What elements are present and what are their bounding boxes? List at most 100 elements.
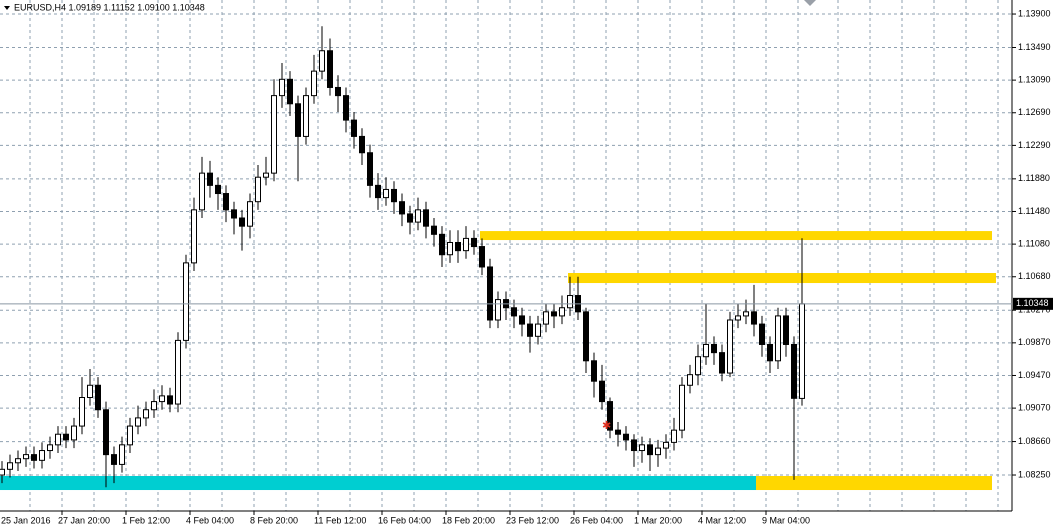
- x-tick-label: 18 Feb 20:00: [442, 515, 495, 525]
- candle-body: [359, 135, 365, 154]
- candle-body: [711, 343, 717, 354]
- candle-body: [703, 343, 709, 358]
- candle-body: [535, 323, 541, 337]
- candle-body: [207, 172, 213, 186]
- arrow-marker: ✱: [602, 420, 611, 432]
- candle-body: [487, 266, 493, 321]
- candle-body: [663, 441, 669, 449]
- candle-body: [543, 311, 549, 325]
- candle-body: [623, 433, 629, 441]
- candle-body: [15, 458, 21, 464]
- x-tick-label: 11 Feb 12:00: [314, 515, 366, 525]
- zone: [0, 475, 756, 491]
- candle-body: [0, 468, 5, 476]
- candle-body: [223, 193, 229, 211]
- candle-body: [735, 315, 741, 321]
- candle-body: [287, 78, 293, 105]
- candle-body: [71, 425, 77, 441]
- candle-body: [639, 444, 645, 452]
- candle-body: [119, 444, 125, 465]
- candle-body: [519, 315, 525, 325]
- candle-body: [199, 172, 205, 211]
- y-tick-label: 1.12290: [1018, 140, 1051, 150]
- candle-body: [55, 433, 61, 446]
- candle-body: [327, 50, 333, 88]
- candle-body: [31, 454, 37, 461]
- candle-body: [263, 172, 269, 178]
- candle-body: [479, 246, 485, 268]
- candle-body: [599, 380, 605, 403]
- candle-body: [247, 201, 253, 227]
- candle-body: [63, 433, 69, 441]
- candle-body: [687, 374, 693, 386]
- x-tick-label: 27 Jan 20:00: [58, 515, 110, 525]
- candle-body: [527, 323, 533, 337]
- x-tick-label: 23 Feb 12:00: [506, 515, 559, 525]
- candle-body: [295, 103, 301, 137]
- y-tick-label: 1.09870: [1018, 337, 1051, 347]
- candle-body: [23, 454, 29, 460]
- candle-body: [799, 303, 805, 399]
- candle-body: [583, 311, 589, 362]
- x-tick-label: 16 Feb 04:00: [378, 515, 431, 525]
- candle-body: [303, 95, 309, 137]
- candle-body: [351, 119, 357, 137]
- candle-body: [143, 409, 149, 419]
- candle-body: [647, 444, 653, 456]
- candle-body: [319, 50, 325, 72]
- candle-body: [311, 70, 317, 97]
- candle-body: [423, 209, 429, 227]
- candle-body: [183, 262, 189, 341]
- candle-body: [375, 184, 381, 199]
- candle-body: [383, 188, 389, 199]
- candle-body: [127, 425, 133, 446]
- x-tick-label: 1 Feb 12:00: [122, 515, 170, 525]
- x-tick-label: 9 Mar 04:00: [762, 515, 810, 525]
- x-tick-label: 1 Mar 20:00: [634, 515, 682, 525]
- candle-body: [239, 217, 245, 227]
- y-tick-label: 1.08660: [1018, 436, 1051, 446]
- candle-body: [655, 447, 661, 456]
- last-price-label: 1.10348: [1016, 298, 1049, 308]
- chart-title: EURUSD,H4 1.09189 1.11152 1.09100 1.1034…: [14, 2, 205, 12]
- candle-body: [95, 384, 101, 411]
- candle-body: [47, 444, 53, 452]
- candle-body: [495, 299, 501, 321]
- zone: [756, 475, 992, 491]
- candle-body: [471, 237, 477, 248]
- candle-body: [7, 462, 13, 470]
- candle-body: [783, 315, 789, 345]
- candle-body: [279, 78, 285, 97]
- candle-body: [463, 237, 469, 252]
- y-tick-label: 1.08250: [1018, 469, 1051, 479]
- candle-body: [103, 409, 109, 456]
- candle-body: [631, 439, 637, 452]
- candle-body: [567, 295, 573, 309]
- y-tick-label: 1.09470: [1018, 370, 1051, 380]
- candle-body: [447, 241, 453, 256]
- x-tick-label: 8 Feb 20:00: [250, 515, 298, 525]
- y-tick-label: 1.09070: [1018, 402, 1051, 412]
- candle-body: [79, 397, 85, 427]
- candle-body: [399, 201, 405, 215]
- candle-body: [167, 395, 173, 405]
- candle-body: [767, 343, 773, 362]
- candle-body: [511, 307, 517, 317]
- y-tick-label: 1.10680: [1018, 271, 1051, 281]
- candle-body: [175, 339, 181, 405]
- y-tick-label: 1.11480: [1018, 206, 1050, 216]
- x-tick-label: 25 Jan 2016: [1, 515, 51, 525]
- candle-body: [759, 323, 765, 345]
- candle-body: [391, 188, 397, 203]
- candle-body: [231, 209, 237, 219]
- candle-body: [39, 450, 45, 461]
- candle-body: [407, 213, 413, 223]
- candle-body: [671, 429, 677, 443]
- candle-body: [191, 209, 197, 264]
- x-tick-label: 26 Feb 04:00: [570, 515, 623, 525]
- x-tick-label: 4 Mar 12:00: [698, 515, 746, 525]
- candle-body: [559, 307, 565, 317]
- candle-body: [111, 454, 117, 465]
